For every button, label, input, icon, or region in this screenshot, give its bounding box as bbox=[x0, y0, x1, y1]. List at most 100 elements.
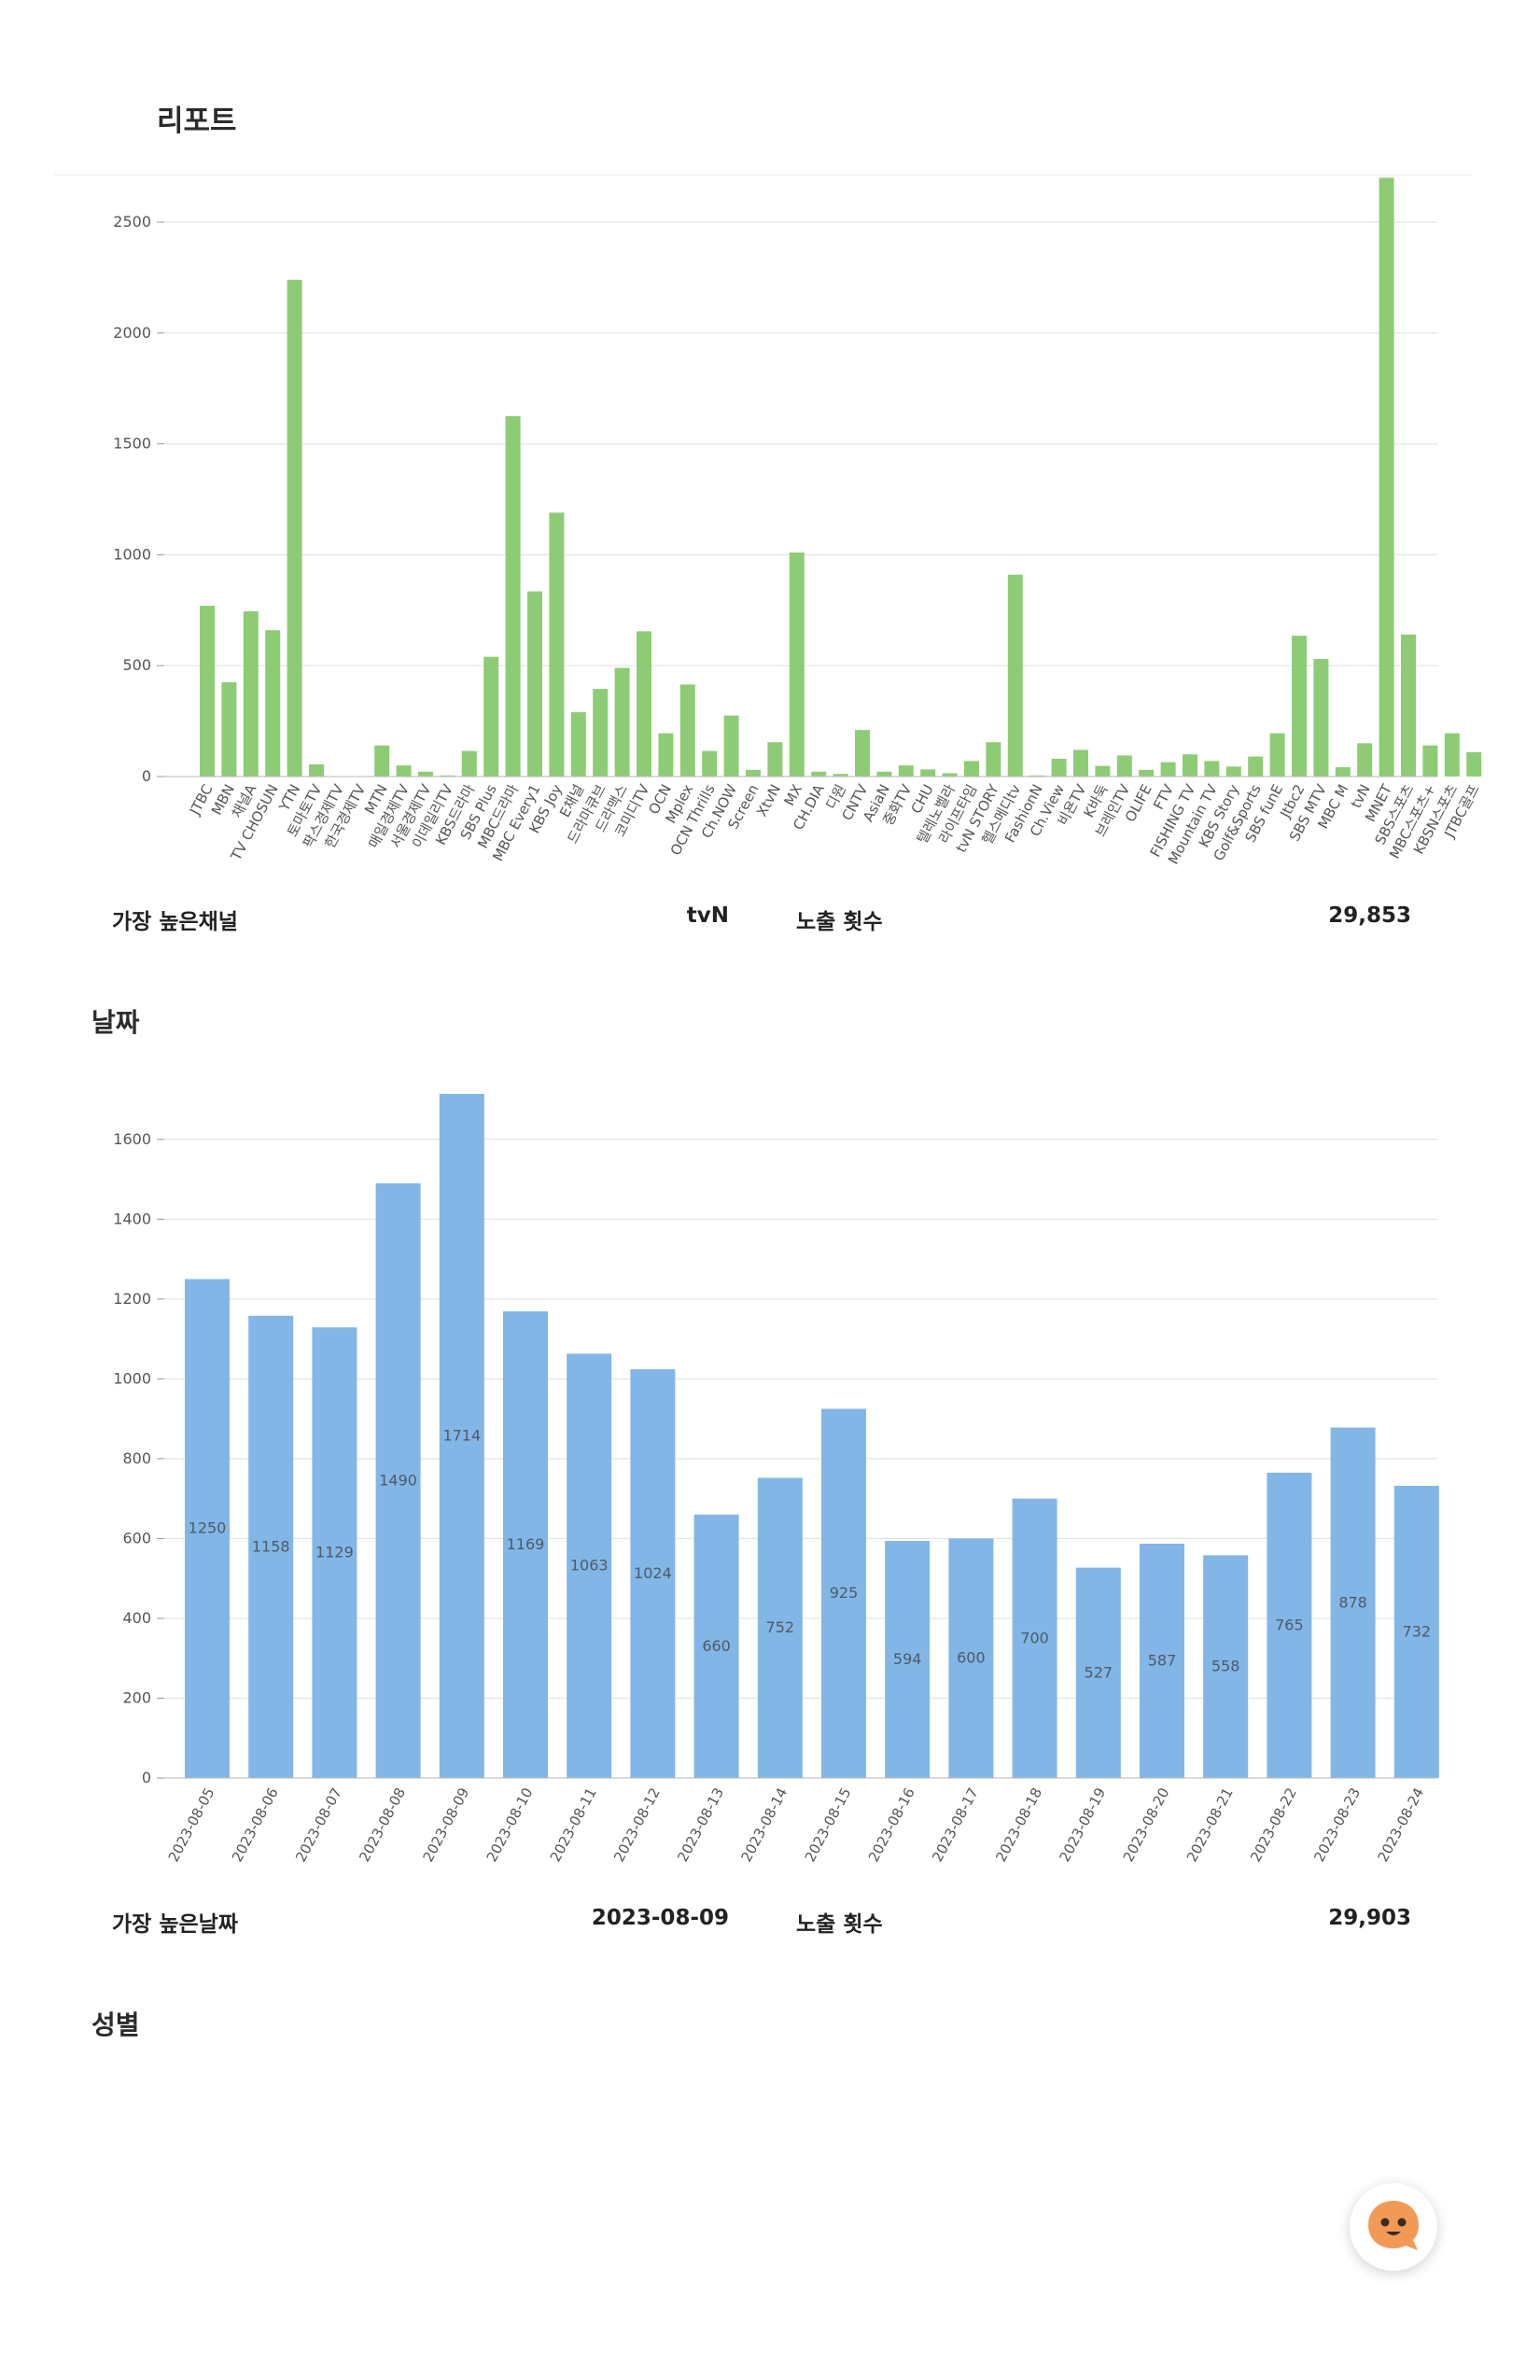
date-count-value: 29,903 bbox=[1328, 1906, 1411, 1930]
x-tick-label: 2023-08-17 bbox=[929, 1785, 982, 1864]
bar bbox=[527, 591, 542, 777]
bar bbox=[1466, 751, 1482, 777]
bar bbox=[1422, 745, 1438, 777]
bar bbox=[243, 610, 259, 777]
bars bbox=[185, 1094, 1439, 1778]
bar-value-label: 878 bbox=[1338, 1593, 1367, 1611]
bar bbox=[920, 769, 936, 777]
y-tick-label: 1500 bbox=[113, 435, 151, 453]
x-tick-label: 2023-08-16 bbox=[865, 1785, 918, 1864]
bar bbox=[549, 512, 565, 777]
bar bbox=[679, 684, 695, 777]
bar bbox=[693, 1514, 739, 1778]
bar-value-label: 587 bbox=[1148, 1651, 1177, 1669]
x-tick-label: 2023-08-15 bbox=[802, 1785, 855, 1864]
gender-section-title: 성별 bbox=[91, 2009, 140, 2040]
bar bbox=[593, 689, 609, 777]
date-section-title: 날짜 bbox=[91, 1007, 140, 1038]
bar bbox=[614, 667, 630, 777]
bar bbox=[811, 771, 827, 777]
chat-button[interactable] bbox=[1350, 2183, 1437, 2271]
bar bbox=[637, 631, 651, 777]
bar bbox=[942, 773, 958, 777]
bar bbox=[396, 765, 412, 777]
channel-summary: 가장 높은채널 tvN 노출 횟수 29,853 bbox=[0, 903, 1540, 941]
bar bbox=[1073, 749, 1088, 777]
channel-count-value: 29,853 bbox=[1328, 903, 1411, 928]
bar-value-label: 732 bbox=[1403, 1622, 1432, 1640]
x-tick-label: 2023-08-20 bbox=[1120, 1785, 1173, 1864]
bar bbox=[439, 1094, 484, 1778]
x-tick-label: 2023-08-12 bbox=[610, 1785, 664, 1864]
bar bbox=[1330, 1427, 1376, 1778]
y-tick-label: 0 bbox=[142, 767, 151, 785]
x-tick-label: 2023-08-06 bbox=[229, 1785, 282, 1864]
bar bbox=[375, 1183, 421, 1778]
bar bbox=[1267, 1472, 1312, 1778]
date-summary: 가장 높은날짜 2023-08-09 노출 횟수 29,903 bbox=[0, 1906, 1540, 1943]
bar bbox=[821, 1408, 866, 1778]
bar bbox=[855, 730, 870, 777]
bar-value-label: 558 bbox=[1211, 1658, 1240, 1675]
bar bbox=[1379, 177, 1394, 777]
bar-value-label: 600 bbox=[957, 1649, 986, 1667]
bar bbox=[964, 761, 979, 777]
top-channel-label: 가장 높은채널 bbox=[112, 910, 238, 934]
bar bbox=[1029, 775, 1045, 777]
bar-value-label: 752 bbox=[766, 1618, 795, 1636]
y-tick-label: 200 bbox=[122, 1688, 151, 1706]
x-tick-label: 2023-08-21 bbox=[1183, 1785, 1237, 1864]
bar bbox=[200, 606, 215, 777]
y-tick-label: 2500 bbox=[113, 213, 151, 231]
date-count-label: 노출 횟수 bbox=[796, 1912, 883, 1937]
bar bbox=[287, 279, 302, 777]
bar bbox=[1203, 1555, 1249, 1778]
bar bbox=[833, 774, 848, 777]
bar-value-label: 700 bbox=[1020, 1629, 1049, 1646]
bar-value-label: 1158 bbox=[252, 1537, 290, 1555]
y-tick-label: 500 bbox=[122, 656, 151, 674]
bar-value-label: 1250 bbox=[189, 1519, 227, 1537]
bar-value-label: 1024 bbox=[634, 1564, 672, 1582]
top-date-label: 가장 높은날짜 bbox=[112, 1912, 238, 1937]
bar bbox=[1444, 733, 1460, 777]
y-tick-label: 1400 bbox=[113, 1210, 151, 1227]
bar bbox=[265, 630, 281, 777]
x-tick-label: 2023-08-19 bbox=[1057, 1785, 1110, 1864]
bar bbox=[309, 763, 324, 777]
bar bbox=[702, 750, 718, 777]
bar bbox=[461, 750, 477, 777]
top-channel-value: tvN bbox=[686, 903, 729, 928]
y-tick-label: 800 bbox=[122, 1449, 151, 1467]
x-tick-label: 2023-08-10 bbox=[483, 1785, 537, 1864]
bar bbox=[1160, 762, 1176, 777]
bar bbox=[1248, 756, 1264, 777]
bar bbox=[505, 415, 521, 777]
x-tick-label: 2023-08-24 bbox=[1375, 1785, 1428, 1864]
bar bbox=[374, 745, 390, 777]
y-tick-label: 1000 bbox=[113, 1369, 151, 1387]
bar bbox=[757, 1477, 803, 1778]
bar bbox=[1401, 634, 1416, 777]
x-tick-label: 2023-08-07 bbox=[292, 1785, 345, 1864]
x-tick-label: 2023-08-09 bbox=[420, 1785, 473, 1864]
channel-count-label: 노출 횟수 bbox=[796, 910, 883, 934]
bar-value-label: 1129 bbox=[315, 1544, 354, 1561]
y-tick-label: 0 bbox=[142, 1769, 151, 1786]
x-tick-label: 2023-08-22 bbox=[1247, 1785, 1300, 1864]
x-tick-label: 2023-08-05 bbox=[165, 1785, 218, 1864]
y-tick-label: 1200 bbox=[113, 1290, 151, 1308]
date-bar-chart: 0 200 400 600 800 1000 1200 1400 1600 1250 2023-08… bbox=[113, 1094, 1439, 1865]
bar bbox=[1225, 766, 1241, 777]
y-tick-label: 1600 bbox=[113, 1130, 151, 1148]
bar bbox=[1116, 755, 1132, 777]
x-tick-label: 2023-08-08 bbox=[356, 1785, 409, 1864]
x-tick-label: 2023-08-18 bbox=[992, 1785, 1045, 1864]
top-date-value: 2023-08-09 bbox=[591, 1906, 729, 1930]
bar-value-label: 925 bbox=[830, 1584, 859, 1602]
bar bbox=[658, 733, 674, 777]
page-title: 리포트 bbox=[157, 105, 237, 138]
bar bbox=[876, 771, 892, 777]
bar-value-label: 527 bbox=[1085, 1663, 1113, 1681]
